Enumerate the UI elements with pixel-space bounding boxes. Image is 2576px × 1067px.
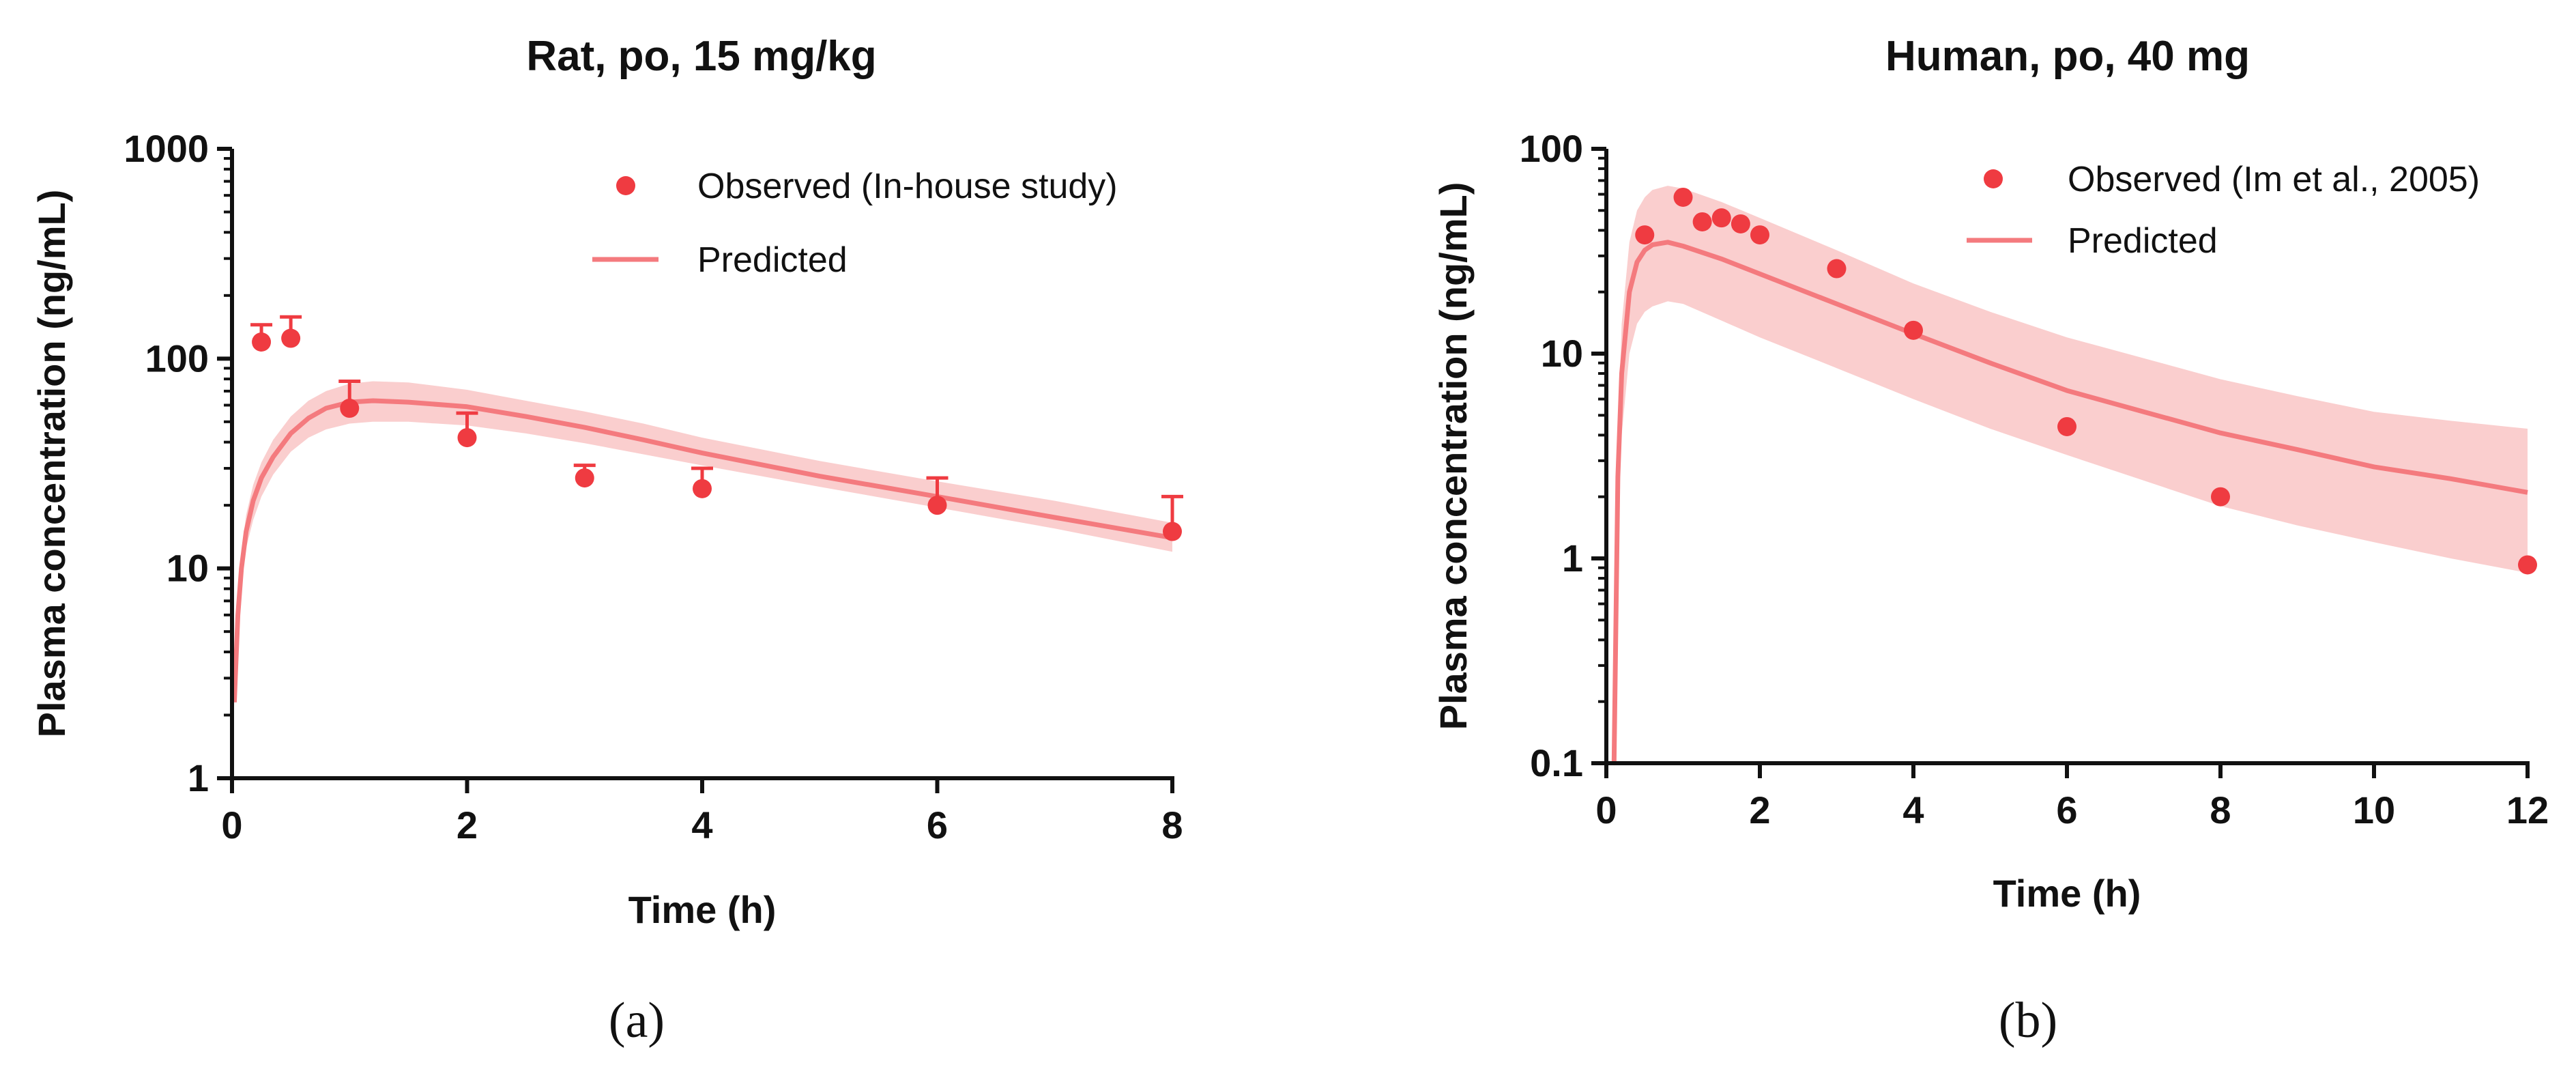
observed-point (2518, 555, 2537, 575)
y-tick-label: 1 (1562, 537, 1583, 580)
observed-point (1692, 212, 1712, 231)
x-tick-label: 6 (927, 803, 948, 847)
chart-panel-a: Rat, po, 15 mg/kg 1 10 100 1000 0 2 4 6 8 Plasma c… (30, 33, 1183, 1049)
prediction-interval-band (234, 381, 1172, 707)
x-tick-label: 6 (2056, 788, 2077, 831)
y-tick-label: 1 (188, 756, 209, 799)
x-tick-label: 2 (1749, 788, 1770, 831)
prediction-interval-band (1614, 186, 2528, 773)
chart-title: Rat, po, 15 mg/kg (526, 33, 876, 80)
observed-point (2211, 487, 2230, 507)
predicted-line (1611, 240, 2528, 764)
observed-point (693, 479, 712, 498)
legend-observed-marker (1984, 169, 2003, 188)
panel-label: (a) (609, 993, 665, 1049)
observed-point (1673, 187, 1693, 207)
legend: Observed (Im et al., 2005) Predicted (1967, 160, 2480, 261)
x-tick-label: 0 (221, 803, 242, 847)
y-axis-label: Plasma concentration (ng/mL) (30, 190, 73, 738)
y-tick-label: 100 (145, 337, 209, 380)
x-tick-label: 4 (1902, 788, 1924, 831)
panel-label: (b) (1999, 993, 2057, 1049)
observed-point (1750, 225, 1769, 245)
observed-point (1731, 214, 1750, 233)
observed-point (1827, 259, 1847, 279)
legend-predicted-label: Predicted (2068, 221, 2218, 261)
observed-point (2057, 416, 2076, 436)
observed-point (1635, 225, 1655, 245)
chart-title: Human, po, 40 mg (1885, 33, 2250, 80)
x-tick-label: 12 (2506, 788, 2549, 831)
legend-observed-label: Observed (In-house study) (697, 167, 1118, 206)
observed-point (1163, 522, 1182, 541)
x-tick-label: 4 (691, 803, 712, 847)
y-tick-label: 0.1 (1530, 741, 1583, 784)
observed-point (340, 399, 360, 418)
chart-panel-b: Human, po, 40 mg 0.1 1 10 100 0 2 4 6 8 10 12 Plasma… (1432, 33, 2549, 1049)
legend-observed-marker (616, 176, 635, 195)
y-tick-label: 1000 (124, 127, 209, 170)
observed-point (1904, 320, 1923, 340)
y-tick-label: 10 (1541, 332, 1583, 375)
legend-observed-label: Observed (Im et al., 2005) (2068, 160, 2480, 199)
x-tick-label: 8 (2210, 788, 2231, 831)
observed-point (1711, 208, 1731, 228)
y-axis-label: Plasma concentration (ng/mL) (1432, 182, 1475, 730)
y-tick-label: 10 (167, 547, 209, 590)
observed-point (575, 468, 594, 488)
x-tick-label: 8 (1161, 803, 1183, 847)
observed-point (927, 496, 947, 515)
predicted-line (231, 398, 1173, 702)
y-tick-label: 100 (1520, 127, 1583, 170)
x-tick-label: 0 (1595, 788, 1617, 831)
observed-point (281, 328, 301, 348)
x-axis-label: Time (h) (1993, 872, 2141, 915)
legend-predicted-label: Predicted (697, 240, 848, 280)
legend: Observed (In-house study) Predicted (592, 167, 1118, 280)
observed-point (457, 428, 477, 448)
x-axis-label: Time (h) (628, 888, 777, 931)
x-tick-label: 2 (457, 803, 478, 847)
observed-point (252, 332, 272, 352)
x-tick-label: 10 (2353, 788, 2395, 831)
